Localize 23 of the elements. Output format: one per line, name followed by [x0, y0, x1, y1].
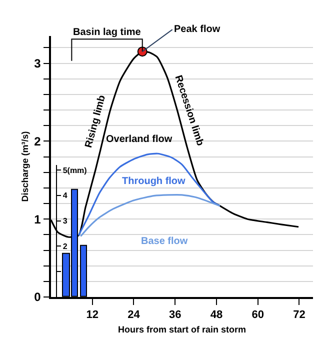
y2-tick-label: 4 — [62, 191, 68, 200]
text: Base flow — [141, 236, 188, 247]
line-series — [80, 194, 221, 238]
y2-tick-label: 3 — [62, 216, 68, 226]
x-tick-label: 48 — [210, 308, 223, 321]
x-tick-label: 72 — [293, 308, 306, 321]
y2-tick-label: 5(mm) — [62, 166, 88, 175]
x-tick-label: 60 — [252, 308, 264, 321]
x-tick-label: 24 — [128, 308, 141, 321]
annotation: Peak flow — [174, 24, 220, 35]
y-tick-label: 0 — [34, 290, 42, 304]
y2-tick-label: 2 — [62, 242, 68, 252]
series-label: Overland flow — [106, 134, 172, 145]
x-tick-label: 36 — [168, 308, 182, 321]
annotation: Basin lag time — [73, 27, 142, 38]
y-tick-label: 3 — [34, 56, 42, 70]
x-axis-title: Hours from start of rain storm — [118, 324, 246, 334]
y-tick-label: 1 — [34, 212, 42, 226]
x-tick-label: 12 — [86, 308, 98, 321]
y-tick-label: 2 — [34, 134, 42, 148]
y-axis-title: Discharge (m³/s) — [20, 131, 30, 202]
series-label: Through flow — [122, 176, 186, 187]
annotation: Rising limb — [83, 94, 108, 150]
